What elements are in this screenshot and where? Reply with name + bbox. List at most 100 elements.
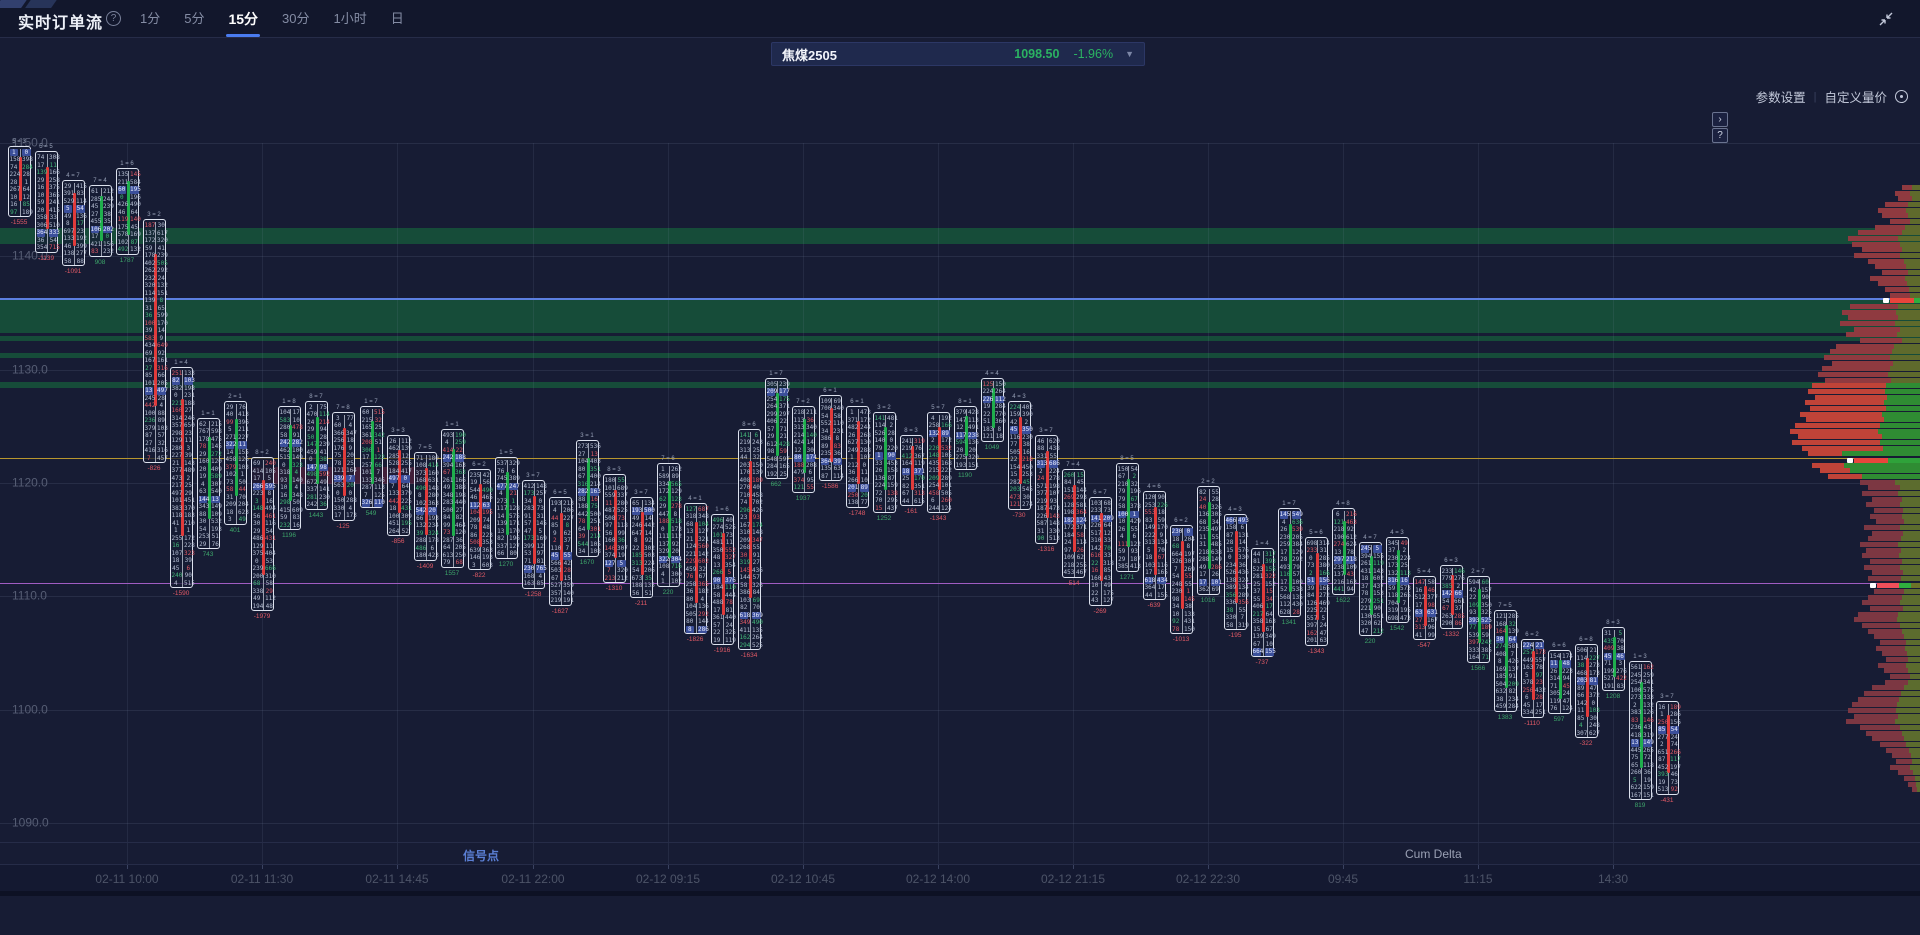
ask-volume-cell: 124 xyxy=(1076,516,1087,525)
bid-volume-cell: 45 xyxy=(550,552,559,560)
bid-volume-cell: 77 xyxy=(1010,441,1018,449)
candle-delta-total: -1110 xyxy=(1524,719,1540,727)
volume-profile-bid-bar xyxy=(1846,332,1897,337)
ask-volume-cell: 490 xyxy=(752,619,763,627)
bid-volume-cell: 116 xyxy=(1009,433,1021,441)
ask-volume-cell: 434 xyxy=(1157,576,1168,585)
bid-volume-cell: 46 xyxy=(470,494,478,502)
chevron-down-icon[interactable]: ▼ xyxy=(1125,49,1134,59)
ask-volume-cell: 494 xyxy=(265,505,276,513)
ask-volume-cell: 210 xyxy=(184,519,195,527)
bid-volume-cell: 41 xyxy=(1415,631,1423,639)
candle-delta-line xyxy=(1505,625,1508,689)
volume-profile-bid-bar xyxy=(1895,191,1910,196)
collapse-icon[interactable] xyxy=(1878,11,1894,27)
volume-profile-ask-bar xyxy=(1903,606,1920,611)
tab-日[interactable]: 日 xyxy=(390,11,404,26)
ask-volume-cell: 413 xyxy=(1130,563,1141,571)
ask-volume-cell: 143 xyxy=(184,459,195,467)
tab-1分[interactable]: 1分 xyxy=(140,11,161,26)
tab-15分[interactable]: 15分 xyxy=(226,0,260,38)
volume-profile-ask-bar xyxy=(1910,191,1920,196)
ask-volume-cell: 469 xyxy=(1319,599,1330,607)
ask-volume-cell: 117 xyxy=(1670,756,1681,764)
bid-volume-cell: 67 xyxy=(443,469,451,477)
ask-volume-cell: 38 xyxy=(1184,603,1192,611)
volume-profile-ask-bar xyxy=(1893,361,1920,366)
ask-volume-cell: 592 xyxy=(319,471,330,479)
tab-30分[interactable]: 30分 xyxy=(282,11,310,26)
bid-volume-cell: 101 xyxy=(604,484,616,492)
ask-volume-cell: 36 xyxy=(319,501,327,509)
bid-volume-cell: 92 xyxy=(1172,618,1180,626)
volume-profile-bid-bar xyxy=(1880,742,1906,747)
volume-profile-ask-bar xyxy=(1892,349,1920,354)
ask-volume-cell: 638 xyxy=(1211,548,1222,556)
ask-volume-cell: 0 xyxy=(401,475,410,483)
bid-volume-cell: 29 xyxy=(253,527,261,535)
contract-price: 1098.50 xyxy=(1014,47,1060,61)
volume-profile-ask-bar xyxy=(1883,446,1920,451)
volume-profile-ask-bar xyxy=(1880,423,1920,428)
candle-header-stats: 8 = 3 xyxy=(904,427,918,434)
bid-volume-cell: 88 xyxy=(199,510,207,518)
ask-volume-cell: 324 xyxy=(1238,576,1249,584)
ask-volume-cell: 218 xyxy=(1022,456,1033,464)
bid-volume-cell: 313 xyxy=(631,559,643,567)
ask-volume-cell: 10 xyxy=(292,416,300,424)
bid-volume-cell: 146 xyxy=(469,554,481,562)
cum-delta-label[interactable]: Cum Delta xyxy=(1405,847,1462,861)
contract-selector[interactable]: 焦煤2505 1098.50 -1.96% ▼ xyxy=(771,42,1145,66)
ask-volume-cell: 14 xyxy=(644,514,652,522)
bid-volume-cell: 12 xyxy=(956,424,964,432)
bid-volume-cell: 41 xyxy=(172,519,180,527)
bid-volume-cell: 93 xyxy=(280,476,288,484)
expand-panel-button[interactable]: › xyxy=(1712,112,1728,127)
ask-volume-cell: 250 xyxy=(455,551,466,559)
tab-1小时[interactable]: 1小时 xyxy=(333,11,367,26)
volume-profile-bid-bar xyxy=(1886,748,1909,753)
ask-volume-cell: 170 xyxy=(509,527,520,535)
signal-points-label[interactable]: 信号点 xyxy=(463,849,500,863)
tab-5分[interactable]: 5分 xyxy=(184,11,205,26)
title-help-icon[interactable]: ? xyxy=(106,11,121,26)
custom-volume-price-button[interactable]: 自定义量价 xyxy=(1824,91,1887,105)
candle-header-stats: 8 = 7 xyxy=(309,393,323,400)
ask-volume-cell: 28 xyxy=(563,567,571,575)
ask-volume-cell: 5 xyxy=(267,475,272,483)
ask-volume-cell: 17 xyxy=(1265,603,1273,611)
panel-help-button[interactable]: ? xyxy=(1712,128,1728,143)
bid-volume-cell: 17 xyxy=(1199,571,1207,579)
ask-volume-cell: 491 xyxy=(968,424,979,432)
ask-volume-cell: 30 xyxy=(157,222,165,230)
ask-volume-cell: 224 xyxy=(644,559,655,567)
order-flow-chart[interactable]: 1150.0 1140.0 1130.0 1120.0 1110.0 1100.0 1090… xyxy=(0,39,1920,935)
bid-volume-cell: 11 xyxy=(1549,660,1558,668)
param-settings-button[interactable]: 参数设置 xyxy=(1755,91,1806,105)
ask-volume-cell: 110 xyxy=(725,584,736,592)
volume-profile-bid-bar xyxy=(1852,702,1897,707)
ask-volume-cell: 9 xyxy=(159,334,164,342)
bid-volume-cell: 17 xyxy=(1280,578,1288,586)
bid-volume-cell: 486 xyxy=(415,544,427,552)
ask-volume-cell: 7 xyxy=(376,469,381,477)
volume-profile-ask-bar xyxy=(1910,293,1920,298)
bid-volume-cell: 79 xyxy=(443,559,451,567)
ask-volume-cell: 8 xyxy=(159,297,164,305)
bid-volume-cell: 627 xyxy=(847,439,859,447)
ask-volume-cell: 140 xyxy=(292,476,303,484)
bid-volume-cell: 167 xyxy=(1630,791,1642,799)
bid-volume-cell: 8 xyxy=(685,625,694,634)
bid-volume-cell: 377 xyxy=(171,467,183,475)
ask-volume-cell: 46 xyxy=(1670,771,1678,779)
bid-volume-cell: 30 xyxy=(199,518,207,526)
bid-volume-cell: 453 xyxy=(1063,569,1075,577)
footprint-candle: 3 = 7 16 189 1 286 250 156 85 54 277 24 2 74 651 266 87… xyxy=(1655,694,1681,809)
ask-volume-cell: 309 xyxy=(401,512,412,520)
ask-volume-cell: 140 xyxy=(130,216,141,224)
visibility-icon[interactable] xyxy=(1895,90,1908,103)
candle-delta-line xyxy=(1100,513,1103,581)
bid-volume-cell: 553 xyxy=(1144,509,1156,517)
ask-volume-cell: 363 xyxy=(455,469,466,477)
bid-volume-cell: 56 xyxy=(632,589,640,597)
